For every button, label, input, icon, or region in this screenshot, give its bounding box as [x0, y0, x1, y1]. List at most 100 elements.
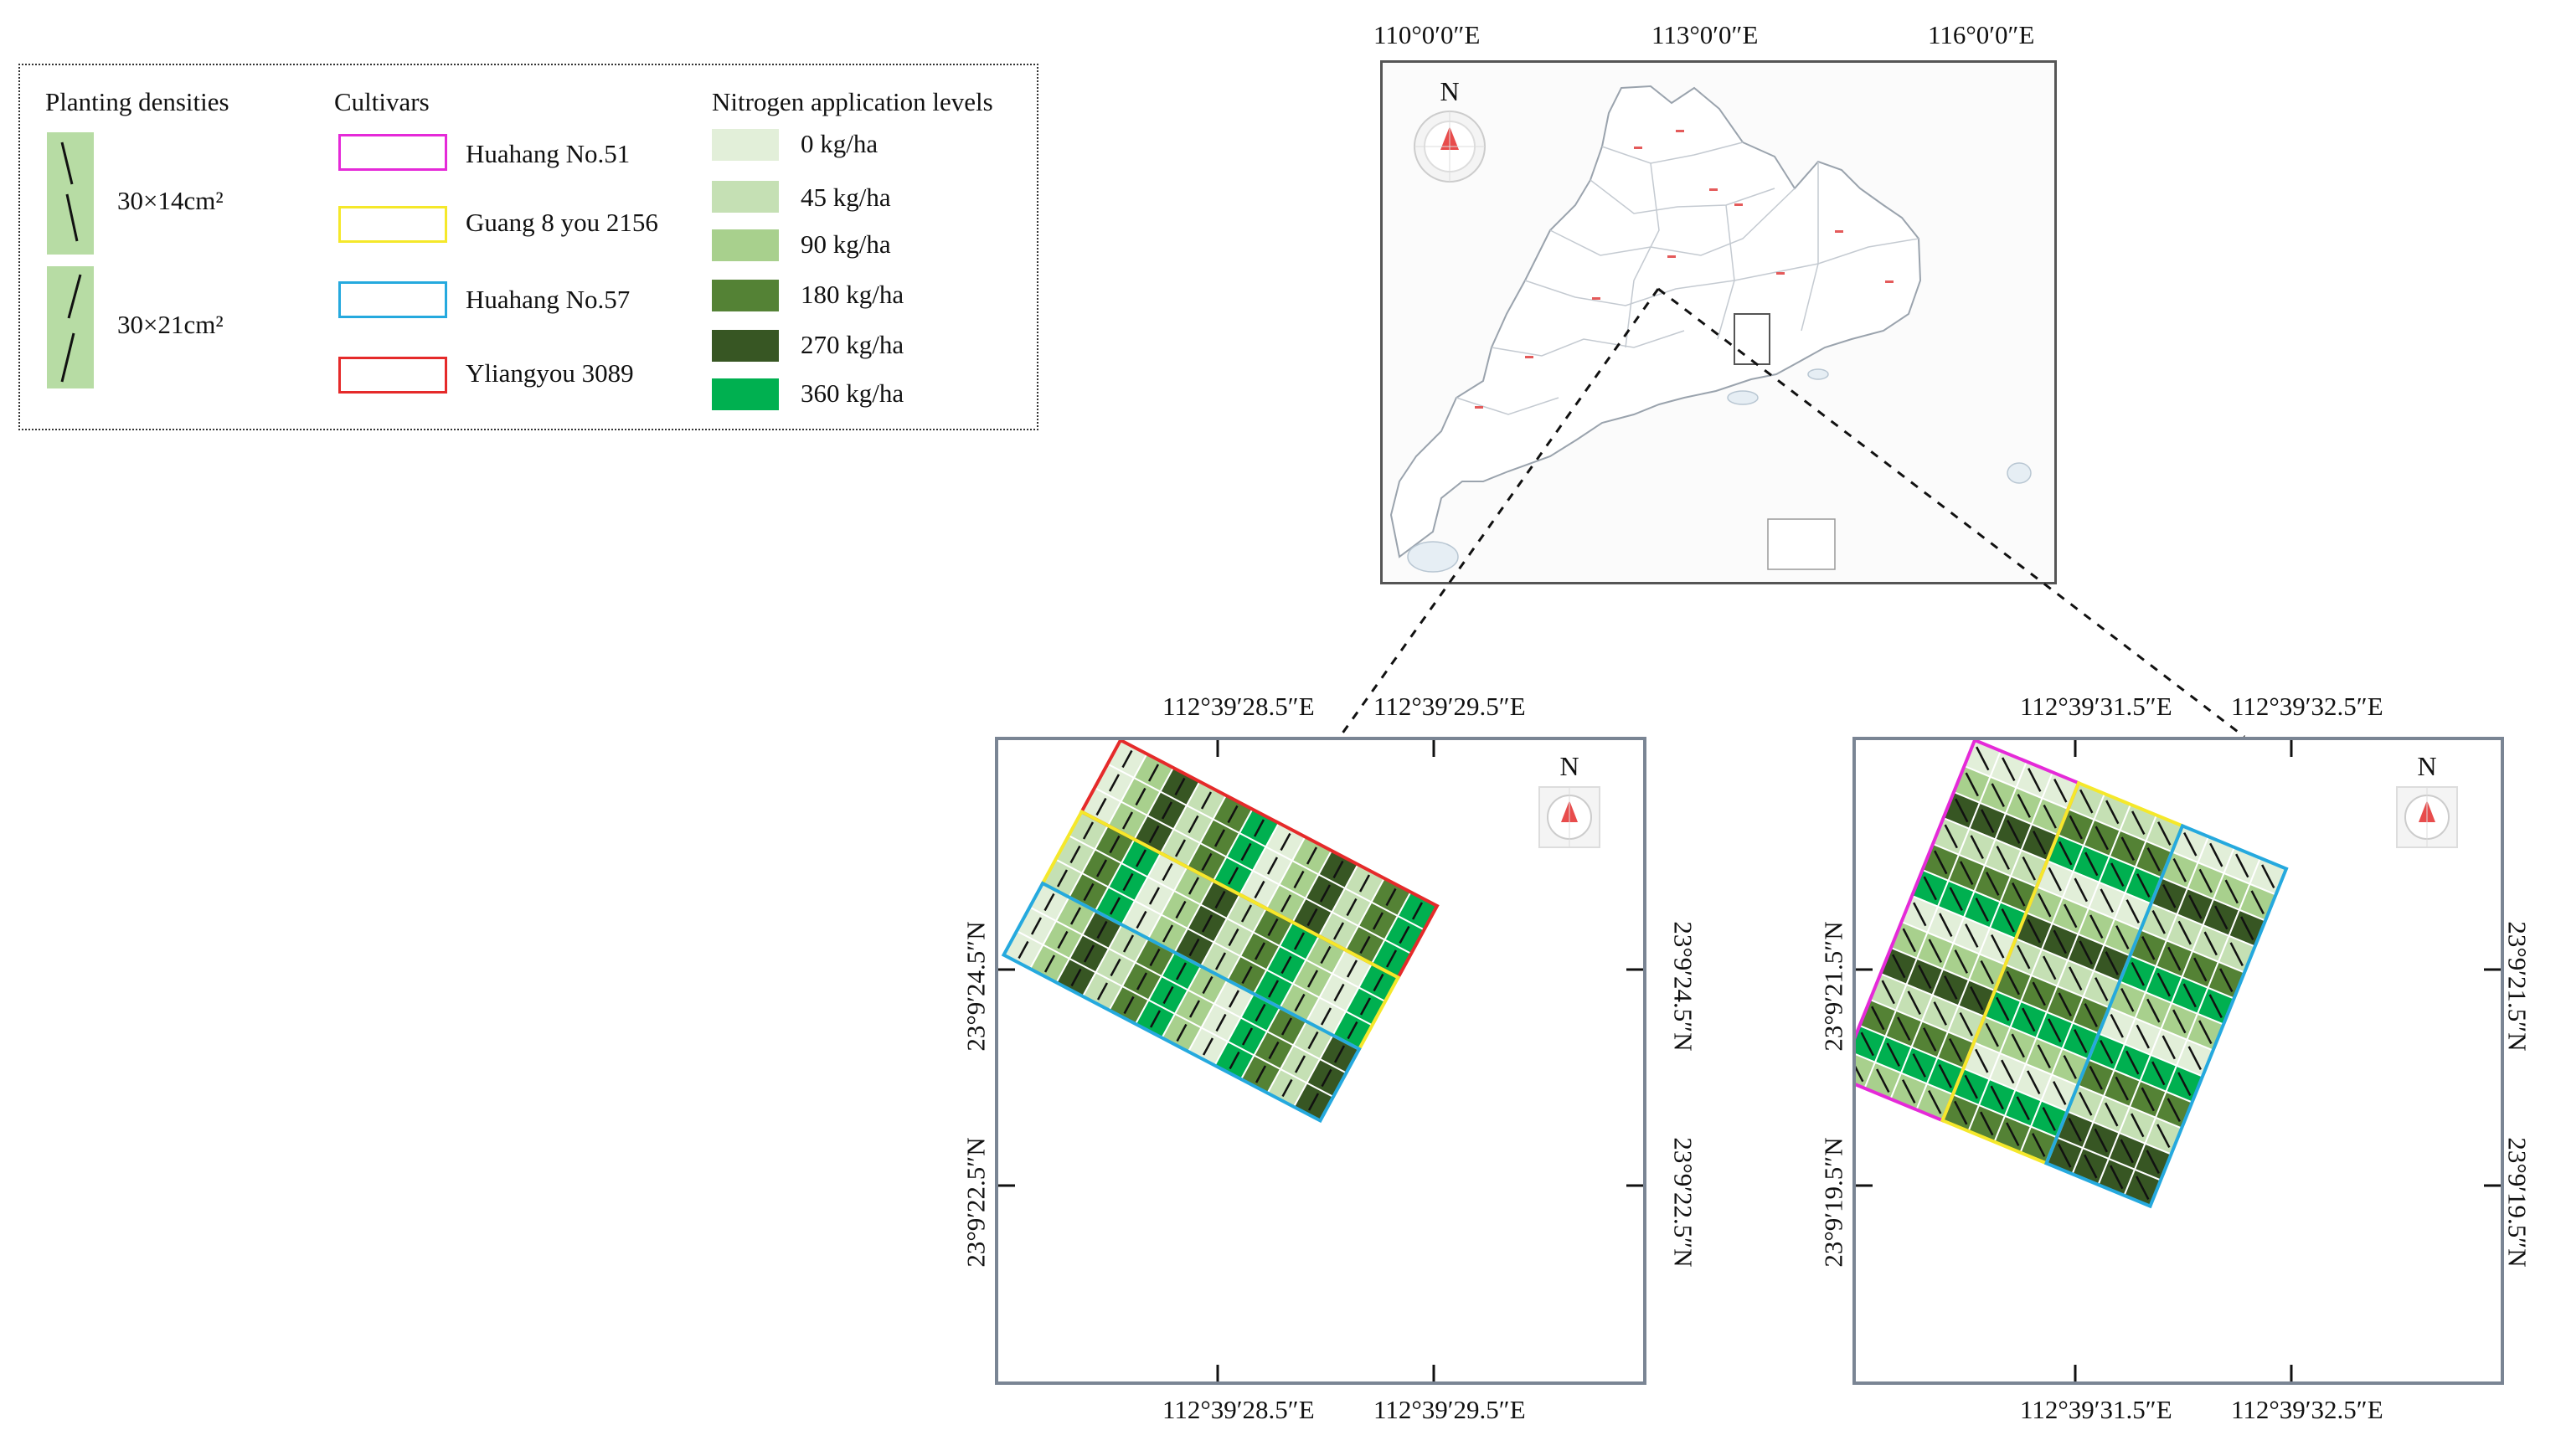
planting-row-line [2240, 916, 2254, 941]
planting-row-line [1333, 1045, 1346, 1063]
planting-row-line [2188, 894, 2203, 919]
left-field-map-frame: N [995, 737, 1646, 1385]
planting-row-line [1083, 882, 1095, 902]
planting-row-line [1991, 783, 2005, 808]
planting-row-line [2146, 998, 2161, 1023]
left-left-lat-2: 23°9′22.5″N [961, 1137, 991, 1268]
planting-row-line [1229, 1051, 1240, 1070]
planting-row-line [1175, 962, 1188, 980]
planting-row-line [1215, 1013, 1227, 1032]
planting-row-line [1255, 1003, 1266, 1022]
right-left-lat-2: 23°9′19.5″N [1818, 1137, 1848, 1268]
planting-row-line [1306, 846, 1318, 865]
right-field-plots [1836, 738, 2289, 1209]
planting-row-line [2022, 1007, 2036, 1032]
nitrogen-label-90: 90 kg/ha [801, 229, 891, 259]
planting-row-line [2105, 1102, 2119, 1127]
planting-row-line [1385, 887, 1397, 907]
right-compass-icon: N [2396, 751, 2458, 848]
planting-row-line [1149, 1010, 1162, 1028]
nitrogen-swatch-270 [712, 330, 779, 362]
planting-row-line [1373, 973, 1384, 992]
planting-row-line [1965, 924, 1979, 948]
planting-row-line [2141, 1087, 2155, 1112]
planting-row-line [1254, 880, 1265, 899]
planting-row-line [1346, 960, 1358, 978]
planting-row-line [2069, 815, 2083, 840]
right-left-lat-1: 23°9′21.5″N [1818, 921, 1848, 1052]
planting-row-line [2261, 864, 2275, 889]
legend-title-nitrogen: Nitrogen application levels [712, 87, 993, 116]
planting-row-line [1321, 1068, 1332, 1088]
planting-row-line [1136, 910, 1147, 929]
planting-row-line [1981, 809, 1995, 834]
planting-row-line [1148, 825, 1160, 844]
planting-row-line [2131, 961, 2145, 986]
planting-row-line [2136, 873, 2151, 898]
planting-row-line [1135, 849, 1147, 867]
planting-row-line [1123, 996, 1135, 1015]
planting-row-line [1902, 1079, 1916, 1104]
planting-row-line [2094, 1128, 2108, 1153]
planting-row-line [2115, 925, 2130, 949]
planting-row-line [1109, 897, 1121, 915]
planting-row-line [1108, 774, 1121, 792]
planting-row-line [2151, 1061, 2166, 1086]
planting-row-line [1213, 829, 1226, 847]
planting-row-line [2084, 1003, 2098, 1027]
planting-row-line [2198, 868, 2213, 893]
planting-row-line [1214, 890, 1226, 909]
planting-row-line [1976, 746, 1990, 771]
cultivar-label-huahang51: Huahang No.51 [466, 139, 631, 168]
nitrogen-label-270: 270 kg/ha [801, 330, 904, 359]
planting-row-line [1043, 893, 1055, 912]
planting-row-line [2074, 1029, 2088, 1053]
planting-row-line [2012, 882, 2026, 907]
planting-row-line [1227, 867, 1239, 885]
planting-row-line [1970, 835, 1984, 860]
density-label-14: 30×14cm² [117, 186, 224, 215]
planting-row-line [2115, 1076, 2129, 1101]
planting-row-line [1214, 952, 1227, 970]
planting-row-line [1923, 1027, 1937, 1052]
density-label-21: 30×21cm² [117, 310, 224, 339]
planting-row-line [1149, 948, 1161, 967]
planting-row-line [1254, 942, 1266, 960]
city-marks [1475, 130, 1894, 409]
planting-row-line [1122, 872, 1134, 892]
left-left-lat-1: 23°9′24.5″N [961, 921, 991, 1052]
planting-row-line [2048, 867, 2062, 892]
planting-row-line [1121, 749, 1133, 769]
planting-row-line [2203, 931, 2218, 956]
planting-row-line [2146, 847, 2161, 872]
planting-row-line [1970, 985, 1984, 1011]
planting-row-line [1897, 1016, 1911, 1042]
planting-row-line [1202, 975, 1213, 995]
legend-box: Planting densities 30×14cm² 30×21cm² Cul… [18, 64, 1038, 430]
planting-row-line [1944, 975, 1958, 1000]
planting-row-line [2208, 994, 2223, 1019]
density-lines-14 [60, 141, 79, 242]
planting-row-line [1294, 993, 1306, 1012]
planting-row-line [2038, 893, 2052, 918]
planting-row-line [2105, 951, 2119, 975]
planting-row-line [2136, 1176, 2150, 1201]
nitrogen-label-45: 45 kg/ha [801, 183, 891, 212]
planting-row-line [2037, 1044, 2051, 1069]
right-field-map-svg: N [1836, 738, 2501, 1381]
left-field-plots [1001, 738, 1440, 1124]
planting-row-line [1240, 842, 1252, 862]
planting-row-line [2016, 1096, 2030, 1121]
planting-row-line [2193, 957, 2208, 982]
planting-row-line [2006, 1122, 2020, 1147]
planting-row-line [1174, 777, 1186, 796]
right-right-lat-1: 23°9′21.5″N [2502, 921, 2533, 1052]
planting-row-line [2120, 987, 2135, 1012]
planting-row-line [2110, 1013, 2124, 1038]
planting-row-line [2058, 992, 2072, 1017]
planting-row-line [1346, 898, 1358, 917]
planting-row-line [1162, 985, 1174, 1005]
planting-row-line [1240, 904, 1253, 923]
planting-row-line [1176, 1023, 1188, 1042]
planting-row-line [1892, 954, 1906, 979]
